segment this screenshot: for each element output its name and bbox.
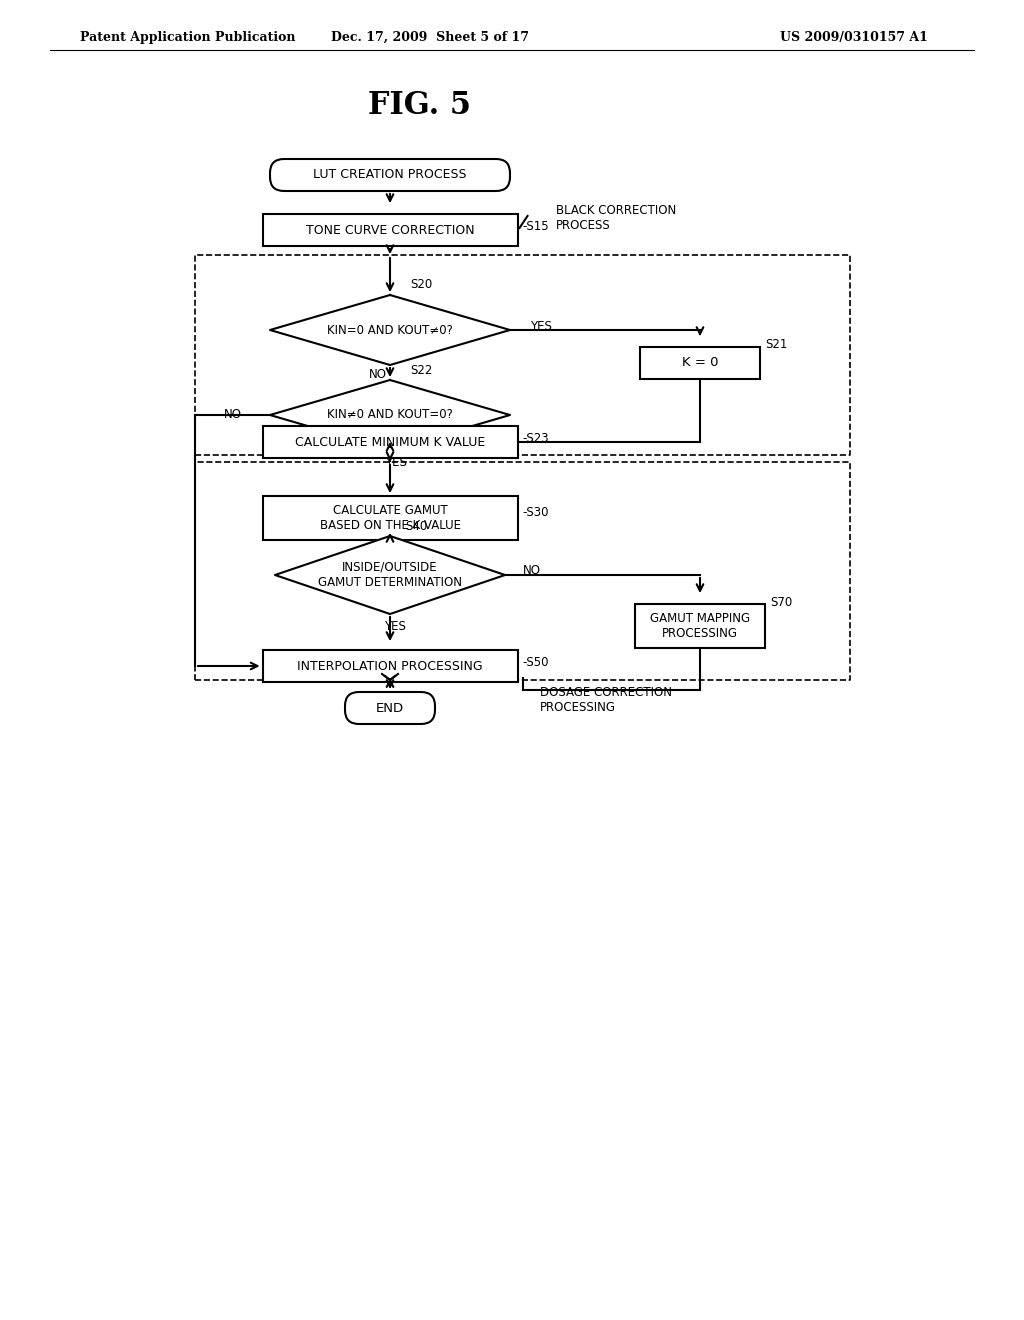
Text: S22: S22 — [410, 363, 432, 376]
Text: BLACK CORRECTION
PROCESS: BLACK CORRECTION PROCESS — [555, 205, 676, 232]
Text: KIN≠0 AND KOUT=0?: KIN≠0 AND KOUT=0? — [327, 408, 453, 421]
Text: S20: S20 — [410, 279, 432, 292]
Polygon shape — [275, 536, 505, 614]
Text: NO: NO — [224, 408, 242, 421]
Bar — [262, 426, 517, 458]
Bar — [635, 605, 765, 648]
Text: S21: S21 — [765, 338, 787, 351]
Text: TONE CURVE CORRECTION: TONE CURVE CORRECTION — [306, 223, 474, 236]
Text: INTERPOLATION PROCESSING: INTERPOLATION PROCESSING — [297, 660, 482, 672]
Text: S40: S40 — [406, 520, 427, 532]
Bar — [262, 496, 517, 540]
Bar — [262, 649, 517, 682]
Text: S70: S70 — [770, 595, 793, 609]
Text: KIN=0 AND KOUT≠0?: KIN=0 AND KOUT≠0? — [327, 323, 453, 337]
Text: CALCULATE GAMUT
BASED ON THE K VALUE: CALCULATE GAMUT BASED ON THE K VALUE — [319, 504, 461, 532]
Text: -S50: -S50 — [522, 656, 549, 669]
Polygon shape — [270, 380, 510, 450]
FancyBboxPatch shape — [345, 692, 435, 723]
Text: NO: NO — [369, 368, 387, 381]
Text: -S23: -S23 — [522, 433, 549, 446]
Polygon shape — [270, 294, 510, 366]
FancyBboxPatch shape — [270, 158, 510, 191]
Text: YES: YES — [385, 455, 407, 469]
Text: Patent Application Publication: Patent Application Publication — [80, 30, 296, 44]
Text: FIG. 5: FIG. 5 — [369, 90, 471, 120]
Text: GAMUT MAPPING
PROCESSING: GAMUT MAPPING PROCESSING — [650, 612, 750, 640]
Text: -S15: -S15 — [522, 220, 549, 234]
Text: -S30: -S30 — [522, 507, 549, 520]
Text: INSIDE/OUTSIDE
GAMUT DETERMINATION: INSIDE/OUTSIDE GAMUT DETERMINATION — [318, 561, 462, 589]
Text: YES: YES — [384, 619, 406, 632]
Text: US 2009/0310157 A1: US 2009/0310157 A1 — [780, 30, 928, 44]
Text: NO: NO — [523, 564, 541, 577]
Bar — [262, 214, 517, 246]
Text: Dec. 17, 2009  Sheet 5 of 17: Dec. 17, 2009 Sheet 5 of 17 — [331, 30, 529, 44]
Text: END: END — [376, 701, 404, 714]
Text: K = 0: K = 0 — [682, 356, 718, 370]
Text: YES: YES — [530, 319, 552, 333]
Bar — [640, 347, 760, 379]
Text: CALCULATE MINIMUM K VALUE: CALCULATE MINIMUM K VALUE — [295, 436, 485, 449]
Text: DOSAGE CORRECTION
PROCESSING: DOSAGE CORRECTION PROCESSING — [540, 686, 672, 714]
Text: LUT CREATION PROCESS: LUT CREATION PROCESS — [313, 169, 467, 181]
